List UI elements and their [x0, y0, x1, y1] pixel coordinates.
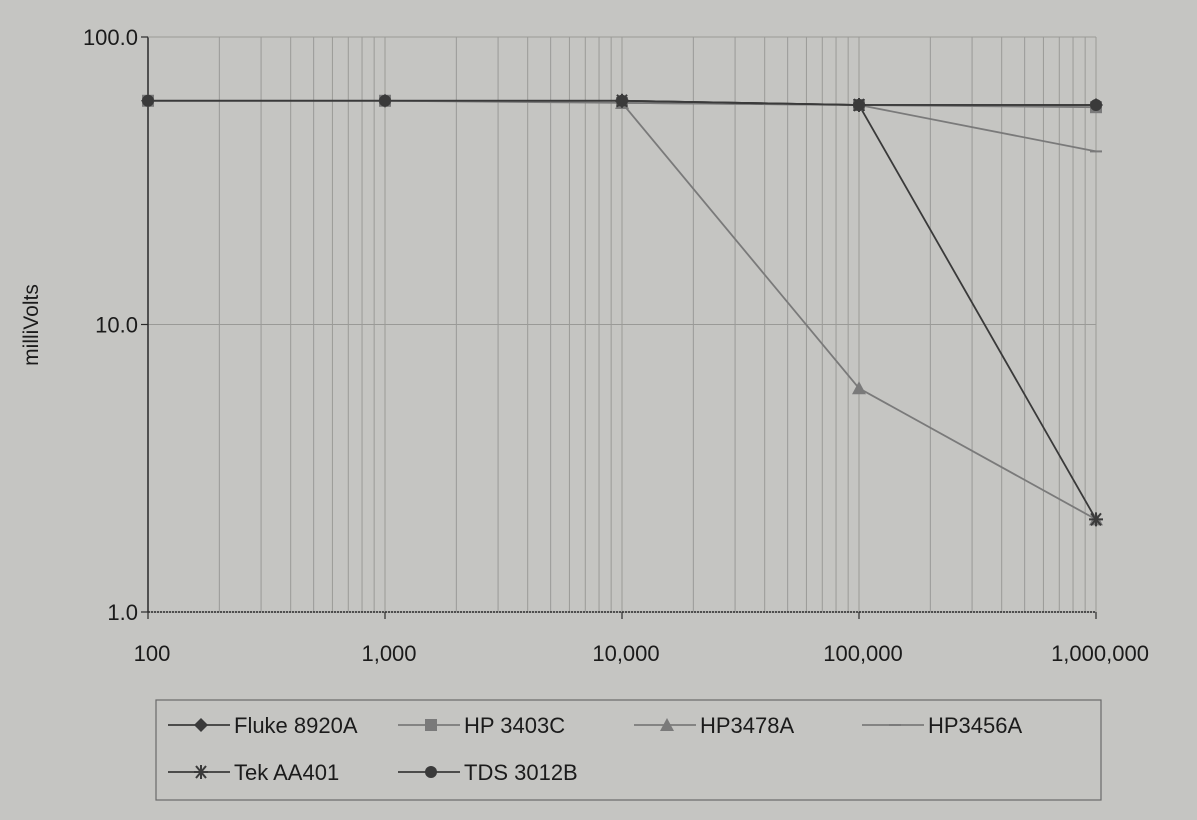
data-point — [379, 94, 391, 107]
data-point — [852, 381, 866, 395]
y-axis-label: milliVolts — [20, 284, 43, 366]
legend-box — [155, 699, 1102, 801]
y-tick-label: 100.0 — [83, 25, 138, 50]
legend-entry: HP3478A — [634, 713, 795, 738]
legend-entry: HP3456A — [862, 713, 1023, 738]
legend-label: Fluke 8920A — [234, 713, 358, 738]
legend-marker — [425, 766, 437, 778]
x-tick-label: 100 — [134, 641, 171, 666]
legend-label: TDS 3012B — [464, 760, 578, 785]
legend-entry: HP 3403C — [398, 713, 565, 738]
legend-entry: TDS 3012B — [398, 760, 578, 785]
legend-marker — [425, 719, 437, 731]
x-tick-label: 100,000 — [823, 641, 903, 666]
legend: Fluke 8920A HP 3403C HP3478A HP3456A Tek AA4… — [155, 699, 1102, 801]
x-tick-label: 1,000,000 — [1051, 641, 1149, 666]
tick-labels: 1.0 10.0 100.0 100 1,000 10,000 100,000 1,000,0… — [83, 25, 1149, 666]
data-point — [616, 94, 628, 107]
data-point — [853, 99, 865, 112]
legend-label: HP 3403C — [464, 713, 565, 738]
axes — [141, 36, 1097, 619]
data-point — [142, 94, 154, 107]
data-point — [1090, 99, 1102, 112]
legend-marker — [194, 718, 208, 732]
legend-entry: Fluke 8920A — [168, 713, 358, 738]
legend-label: Tek AA401 — [234, 760, 339, 785]
legend-marker — [660, 718, 674, 731]
legend-label: HP3478A — [700, 713, 795, 738]
y-tick-label: 10.0 — [95, 313, 138, 338]
x-tick-label: 10,000 — [592, 641, 659, 666]
data-point — [1089, 512, 1103, 527]
x-tick-label: 1,000 — [361, 641, 416, 666]
legend-label: HP3456A — [928, 713, 1023, 738]
series-markers — [141, 93, 1103, 527]
legend-entry: Tek AA401 — [168, 760, 339, 785]
y-tick-label: 1.0 — [107, 600, 138, 625]
legend-marker — [194, 765, 208, 779]
